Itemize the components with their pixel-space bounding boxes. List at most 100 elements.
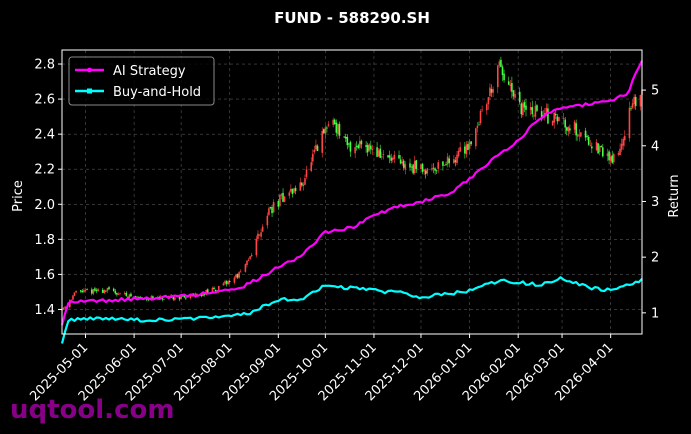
candle-body — [206, 289, 209, 293]
candle-body — [236, 273, 239, 278]
candle-body — [412, 164, 414, 174]
legend-box — [68, 56, 215, 106]
candle-body — [222, 283, 225, 286]
candle-body — [227, 281, 229, 285]
candle-body — [172, 297, 175, 300]
candle-body — [246, 260, 248, 266]
candle-body — [332, 119, 334, 125]
candle-body — [305, 169, 308, 177]
candle-body — [432, 167, 435, 169]
candle-body — [591, 146, 593, 149]
candle-body — [359, 141, 361, 148]
candle-body — [426, 168, 429, 174]
candle-body — [622, 138, 624, 146]
y-tick-label-right: 3 — [651, 195, 659, 210]
candle-body — [379, 148, 382, 158]
candle-body — [630, 108, 632, 110]
y-axis-label-left: Price — [11, 180, 26, 212]
candle-body — [633, 96, 635, 105]
candle-body — [522, 103, 524, 115]
candle-body — [487, 97, 490, 105]
candle-body — [136, 296, 139, 298]
candle-body — [224, 281, 226, 284]
candle-body — [134, 296, 137, 298]
candle-body — [117, 294, 120, 295]
candle-body — [366, 145, 369, 153]
candle-body — [413, 161, 416, 174]
candle-body — [105, 290, 107, 292]
candle-body — [258, 234, 261, 236]
candle-body — [335, 122, 338, 133]
candle-body — [174, 297, 176, 300]
candle-body — [518, 91, 521, 103]
candle-body — [112, 288, 115, 292]
candle-body — [316, 145, 319, 152]
candle-body — [534, 105, 537, 117]
candle-body — [602, 147, 604, 157]
candle-body — [83, 289, 85, 293]
candle-body — [344, 136, 347, 139]
candle-body — [578, 135, 581, 137]
candle-body — [547, 108, 549, 124]
candle-body — [337, 124, 339, 135]
candle-body — [404, 164, 407, 170]
candle-body — [467, 144, 469, 151]
candle-body — [81, 290, 84, 293]
candle-body — [421, 163, 424, 172]
candle-body — [479, 110, 482, 124]
candle-body — [584, 130, 587, 138]
candle-body — [321, 130, 324, 153]
candle-body — [94, 288, 96, 291]
candle-body — [398, 155, 400, 159]
candle-body — [453, 159, 455, 164]
candle-body — [551, 120, 554, 126]
candle-body — [280, 194, 283, 196]
candle-body — [598, 146, 601, 153]
legend-marker-ai-strategy — [87, 67, 92, 73]
candle-body — [228, 281, 231, 282]
candle-body — [299, 182, 302, 191]
candle-body — [520, 103, 523, 115]
candle-body — [498, 61, 501, 66]
candle-body — [261, 226, 264, 232]
candle-body — [225, 281, 228, 285]
candle-body — [150, 296, 153, 300]
legend-marker-buy-and-hold — [87, 88, 92, 94]
candle-body — [489, 87, 491, 96]
candle-body — [108, 287, 110, 290]
candle-body — [478, 124, 480, 126]
candle-body — [288, 192, 291, 196]
candle-body — [127, 296, 129, 298]
candle-body — [293, 188, 295, 193]
candle-body — [573, 121, 576, 130]
candle-body — [490, 89, 493, 93]
candle-body — [101, 289, 104, 293]
candle-body — [310, 162, 313, 171]
candle-body — [424, 170, 427, 175]
candle-body — [468, 142, 471, 149]
candle-body — [145, 298, 148, 300]
candle-body — [536, 105, 538, 111]
candle-body — [249, 256, 251, 259]
y-tick-label-right: 1 — [651, 306, 659, 321]
candle-body — [260, 232, 262, 237]
candle-body — [130, 293, 132, 297]
candle-body — [357, 145, 360, 149]
candle-body — [290, 188, 292, 192]
series-lines — [60, 60, 643, 344]
candle-body — [476, 125, 479, 128]
candle-body — [423, 169, 425, 172]
candle-body — [189, 295, 192, 298]
candle-body — [457, 150, 460, 157]
candle-body — [558, 117, 560, 121]
candle-body — [272, 201, 275, 213]
candle-body — [247, 259, 250, 261]
candle-body — [631, 103, 634, 108]
y-axis-label-right: Return — [667, 174, 682, 217]
candle-body — [360, 140, 363, 145]
candle-body — [443, 165, 446, 166]
candle-body — [214, 289, 217, 292]
candle-body — [492, 89, 494, 93]
candle-body — [639, 95, 642, 107]
